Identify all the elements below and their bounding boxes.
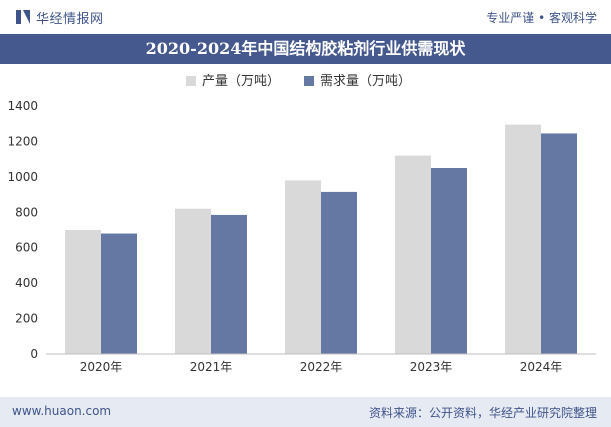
logo-icon (16, 10, 30, 24)
bar-chart: 产量（万吨） 需求量（万吨） 0200400600800100012001400 … (7, 74, 596, 374)
bar-0-4 (505, 124, 541, 354)
x-tick-label-2: 2022年 (300, 360, 343, 374)
bar-1-0 (101, 233, 137, 354)
y-axis: 0 200 400 600 800 1000 1200 1400 (7, 99, 38, 361)
bar-0-2 (285, 180, 321, 354)
y-tick-label-6: 1200 (7, 134, 38, 148)
x-tick-label-4: 2024年 (520, 360, 563, 374)
bar-1-1 (211, 214, 247, 354)
legend-swatch-0 (186, 76, 196, 86)
bar-0-0 (65, 230, 101, 354)
bars (65, 124, 577, 354)
x-tick-label-1: 2021年 (190, 360, 233, 374)
bar-1-3 (431, 168, 467, 354)
chart-title: 2020-2024年中国结构胶粘剂行业供需现状 (145, 39, 466, 58)
bar-0-1 (175, 208, 211, 354)
tagline: 专业严谨 • 客观科学 (486, 11, 597, 25)
y-tick-label-7: 1400 (7, 99, 38, 113)
legend: 产量（万吨） 需求量（万吨） (186, 74, 411, 89)
bar-0-3 (395, 155, 431, 354)
y-tick-label-5: 1000 (7, 170, 38, 184)
x-axis: 2020年 2021年 2022年 2023年 2024年 (46, 353, 596, 374)
footer-bar: www.huaon.com 资料来源：公开资料，华经产业研究院整理 (0, 397, 611, 427)
legend-swatch-1 (304, 76, 314, 86)
brand-name: 华经情报网 (36, 12, 104, 27)
bar-1-4 (541, 133, 577, 354)
footer-url: www.huaon.com (12, 404, 112, 418)
header-bar: 华经情报网 专业严谨 • 客观科学 (0, 0, 611, 34)
footer-source: 资料来源：公开资料，华经产业研究院整理 (368, 406, 597, 420)
bar-1-2 (321, 191, 357, 354)
y-tick-label-1: 200 (15, 312, 38, 326)
x-tick-label-0: 2020年 (80, 360, 123, 374)
y-tick-label-2: 400 (15, 276, 38, 290)
legend-label-1: 需求量（万吨） (320, 74, 411, 89)
title-bar: 2020-2024年中国结构胶粘剂行业供需现状 (0, 34, 611, 64)
legend-label-0: 产量（万吨） (202, 74, 280, 89)
x-tick-label-3: 2023年 (410, 360, 453, 374)
y-tick-label-3: 600 (15, 241, 38, 255)
y-tick-label-4: 800 (15, 205, 38, 219)
y-tick-label-0: 0 (30, 347, 38, 361)
